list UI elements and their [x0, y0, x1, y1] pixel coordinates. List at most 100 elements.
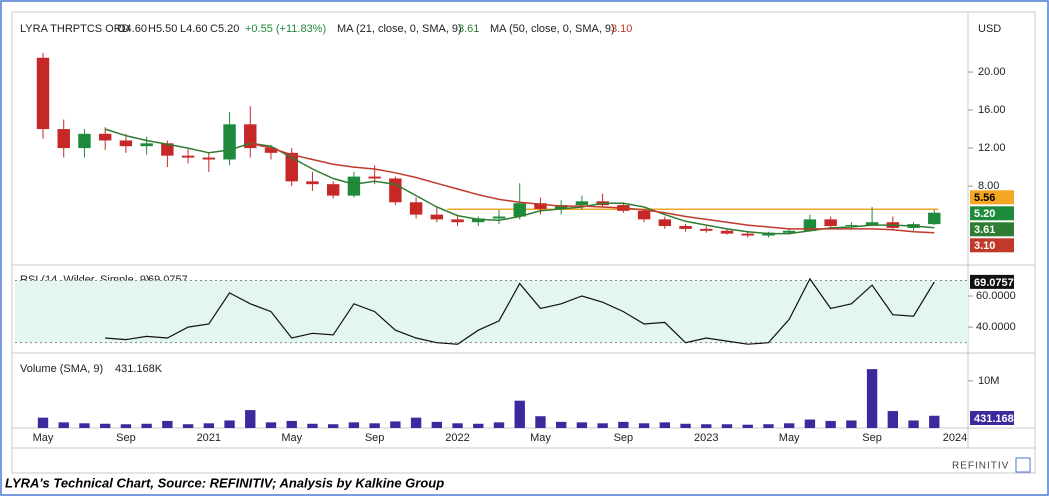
candle-body	[161, 143, 174, 156]
volume-bar	[929, 415, 940, 428]
volume-bar	[659, 422, 670, 428]
candle-body	[202, 157, 216, 160]
candle-body	[782, 230, 796, 233]
candle-body	[347, 176, 361, 196]
ohlc-open: O4.60	[117, 23, 147, 35]
ma-legend-value: 3.61	[458, 23, 479, 35]
x-tick-label: May	[281, 432, 302, 444]
volume-bar	[825, 420, 836, 428]
candle-body	[700, 228, 713, 231]
ma-legend-value: 3.10	[611, 23, 632, 35]
volume-bar	[908, 420, 919, 428]
candle-body	[430, 214, 444, 220]
volume-bar	[576, 422, 588, 428]
volume-bar	[120, 424, 132, 428]
candle-body	[264, 148, 278, 153]
volume-bar	[514, 400, 525, 428]
volume-bar	[638, 423, 650, 428]
candle-body	[720, 230, 734, 234]
candle-body	[36, 57, 50, 130]
candle-body	[741, 233, 754, 236]
candle-body	[824, 219, 837, 227]
volume-bar	[100, 423, 111, 428]
rsi-line	[105, 277, 935, 345]
candle-body	[492, 216, 506, 219]
price-badge: 3.10	[974, 240, 995, 252]
ohlc-close: C5.20	[210, 23, 239, 35]
volume-bar	[265, 422, 277, 428]
volume-badge-bg	[970, 411, 1014, 425]
y-tick-label: 12.00	[978, 142, 1006, 154]
candle-body	[409, 202, 423, 215]
candle-body	[554, 205, 568, 209]
volume-bar	[701, 424, 712, 428]
brand-icon	[1015, 457, 1031, 473]
candle-body	[803, 219, 817, 231]
volume-bar	[431, 421, 442, 428]
volume-bar	[203, 423, 214, 428]
volume-legend-value: 431.168K	[115, 363, 163, 375]
price-badge: 5.56	[974, 192, 995, 204]
x-tick-label: May	[33, 432, 54, 444]
volume-bar	[328, 424, 339, 428]
volume-bar	[887, 411, 898, 428]
volume-bar	[224, 420, 235, 428]
candle-body	[472, 218, 485, 223]
y-tick-label: 16.00	[978, 104, 1006, 116]
volume-bar	[307, 423, 318, 428]
candle-body	[119, 140, 133, 147]
x-tick-label: 2022	[445, 432, 469, 444]
price-badge-bg	[970, 190, 1014, 205]
volume-bar	[286, 420, 297, 428]
volume-bar	[452, 423, 463, 428]
caption: LYRA's Technical Chart, Source: REFINITI…	[5, 475, 444, 490]
volume-bar	[182, 424, 194, 428]
candle-body	[389, 178, 402, 203]
ma-line	[250, 142, 935, 234]
y-tick-label: 60.0000	[976, 290, 1016, 302]
candle-body	[679, 226, 692, 229]
candle-body	[513, 203, 526, 217]
y-unit: USD	[978, 23, 1001, 35]
volume-bar	[348, 422, 360, 428]
x-tick-label: May	[779, 432, 800, 444]
volume-bar	[763, 424, 774, 428]
candle-body	[98, 133, 112, 141]
volume-bar	[58, 422, 69, 428]
volume-bar	[245, 410, 256, 428]
price-badge-bg	[970, 238, 1014, 253]
volume-bar	[37, 417, 49, 428]
rsi-badge: 69.0757	[974, 277, 1014, 289]
rsi-badge-bg	[970, 274, 1014, 289]
brand: REFINITIV	[952, 461, 1009, 472]
volume-bar	[784, 423, 795, 428]
candle-body	[326, 184, 340, 196]
volume-bar	[473, 423, 484, 428]
candle-body	[140, 143, 153, 147]
y-tick-label: 40.0000	[976, 321, 1016, 333]
candle-body	[78, 133, 91, 149]
volume-bar	[369, 423, 380, 428]
ohlc-low: L4.60	[180, 23, 208, 35]
volume-bar	[493, 422, 505, 428]
volume-bar	[721, 424, 733, 428]
x-tick-label: 2021	[197, 432, 221, 444]
candle-body	[845, 225, 858, 227]
volume-bar	[556, 421, 567, 428]
x-tick-label: May	[530, 432, 551, 444]
volume-bar	[618, 421, 629, 428]
chart-frame	[11, 11, 1036, 474]
x-tick-label: Sep	[614, 432, 634, 444]
candle-body	[57, 129, 70, 149]
price-badge: 3.61	[974, 224, 995, 236]
candle-body	[928, 212, 941, 225]
candle-body	[451, 219, 464, 223]
volume-bar	[846, 420, 857, 428]
price-badge-bg	[970, 222, 1014, 237]
candle-body	[534, 203, 547, 209]
volume-bar	[866, 369, 878, 428]
rsi-band	[15, 280, 968, 343]
ohlc-change: +0.55 (+11.83%)	[245, 23, 326, 35]
candle-body	[865, 222, 879, 226]
